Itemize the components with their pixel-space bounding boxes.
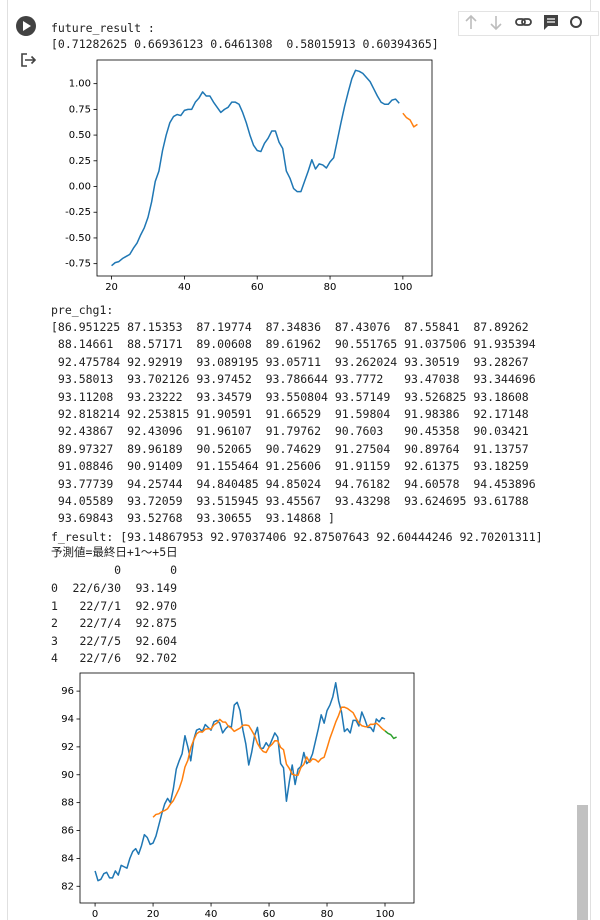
y-tick-label: 1.00 (69, 79, 91, 90)
table-header: 0 (114, 563, 121, 577)
y-tick-label: -0.25 (65, 207, 91, 218)
y-tick-label: 92 (61, 742, 74, 753)
x-tick-label: 40 (205, 909, 218, 920)
data-line (402, 112, 418, 128)
y-tick-label: 94 (61, 714, 74, 725)
move-up-button[interactable] (465, 14, 477, 29)
output-label: pre_chg1: (51, 303, 114, 317)
output-array-line: 92.43867 92.43096 91.96107 91.79762 90.7… (51, 424, 529, 439)
table-cell: 22/6/30 (72, 581, 121, 595)
comment-icon-lines[interactable] (547, 18, 555, 23)
data-line (94, 682, 386, 882)
x-tick-label: 0 (92, 909, 98, 920)
output-array-line: 93.58013 93.702126 93.97452 93.786644 93… (51, 372, 536, 387)
table-cell: 92.604 (135, 633, 177, 648)
table-index: 2 (51, 616, 58, 630)
data-line (384, 730, 397, 740)
table-cell: 22/7/4 (79, 616, 121, 630)
plot-area (97, 60, 432, 276)
output-icon[interactable] (21, 53, 37, 67)
x-tick-label: 100 (375, 909, 394, 920)
table-cell: 22/7/6 (79, 651, 121, 665)
y-tick-label: 0.00 (69, 182, 91, 193)
table-header: 0 (170, 563, 177, 577)
y-tick-label: 0.75 (69, 104, 91, 115)
output-array: [0.71282625 0.66936123 0.6461308 0.58015… (51, 37, 439, 51)
y-tick-label: 90 (61, 770, 74, 781)
y-tick-label: -0.50 (65, 233, 91, 244)
x-tick-label: 40 (178, 282, 191, 293)
link-button[interactable] (515, 18, 532, 26)
move-down-button[interactable] (490, 16, 502, 31)
y-tick-label: 82 (61, 881, 74, 892)
table-index: 0 (51, 581, 58, 595)
table-cell: 92.875 (135, 616, 177, 630)
output-icon-box[interactable] (21, 53, 27, 67)
scrollbar-thumb[interactable] (577, 805, 588, 920)
x-tick-label: 60 (251, 282, 264, 293)
output-array-line: 92.818214 92.253815 91.90591 91.66529 91… (51, 407, 529, 421)
x-tick-label: 20 (105, 282, 118, 293)
run-button-icon[interactable] (23, 21, 31, 31)
run-button[interactable] (16, 16, 36, 36)
output-array-line: 91.08846 90.91409 91.155464 91.25606 91.… (51, 459, 529, 474)
output-array-line: 92.475784 92.92919 93.089195 93.05711 93… (51, 354, 529, 369)
table-cell: 22/7/5 (79, 633, 121, 648)
y-tick-label: 0.25 (69, 156, 91, 167)
y-tick-label: 86 (61, 826, 74, 837)
data-line (152, 706, 386, 818)
y-tick-label: 84 (61, 853, 74, 864)
plot-frame (79, 672, 415, 904)
output-array-line: 88.14661 88.57171 89.00608 89.61962 90.5… (51, 337, 536, 352)
output-array-line: 93.11208 93.23222 93.34579 93.550804 93.… (51, 389, 529, 404)
output-heading: 予測値=最終日+1～+5日 (51, 545, 178, 559)
x-tick-label: 100 (393, 282, 412, 293)
output-array-line: 93.69843 93.52768 93.30655 93.14868 ] (51, 511, 335, 526)
x-tick-label: 20 (147, 909, 160, 920)
output-label: future_result : (51, 21, 155, 35)
output-array-line: 89.97327 89.96189 90.52065 90.74629 91.2… (51, 441, 529, 456)
y-tick-label: 0.50 (69, 130, 91, 141)
plot-frame (96, 59, 433, 277)
output-array-line: 94.05589 93.72059 93.515945 93.45567 93.… (51, 494, 529, 508)
link-icon[interactable] (521, 18, 532, 26)
settings-button[interactable] (570, 16, 582, 28)
table-cell: 92.702 (135, 651, 177, 665)
table-cell: 22/7/1 (79, 598, 121, 613)
cell-toolbar (458, 11, 599, 36)
link-icon[interactable] (515, 18, 526, 26)
data-line (111, 69, 400, 267)
y-tick-label: 88 (61, 798, 74, 809)
output-icon-arrow[interactable] (25, 55, 37, 65)
output-array-line: [86.951225 87.15353 87.19774 87.34836 87… (51, 320, 529, 334)
toolbar-box (458, 11, 599, 36)
y-tick-label: 96 (61, 686, 74, 697)
output-array-line: 93.77739 94.25744 94.840485 94.85024 94.… (51, 476, 536, 491)
table-cell: 92.970 (135, 598, 177, 613)
x-tick-label: 80 (321, 909, 334, 920)
table-index: 1 (51, 598, 58, 613)
output-array: f_result: [93.14867953 92.97037406 92.87… (51, 530, 543, 544)
y-tick-label: -0.75 (65, 259, 91, 270)
table-cell: 93.149 (135, 581, 177, 595)
table-index: 3 (51, 633, 58, 648)
x-tick-label: 60 (263, 909, 276, 920)
table-index: 4 (51, 651, 58, 665)
plot-area (80, 673, 414, 903)
x-tick-label: 80 (324, 282, 337, 293)
